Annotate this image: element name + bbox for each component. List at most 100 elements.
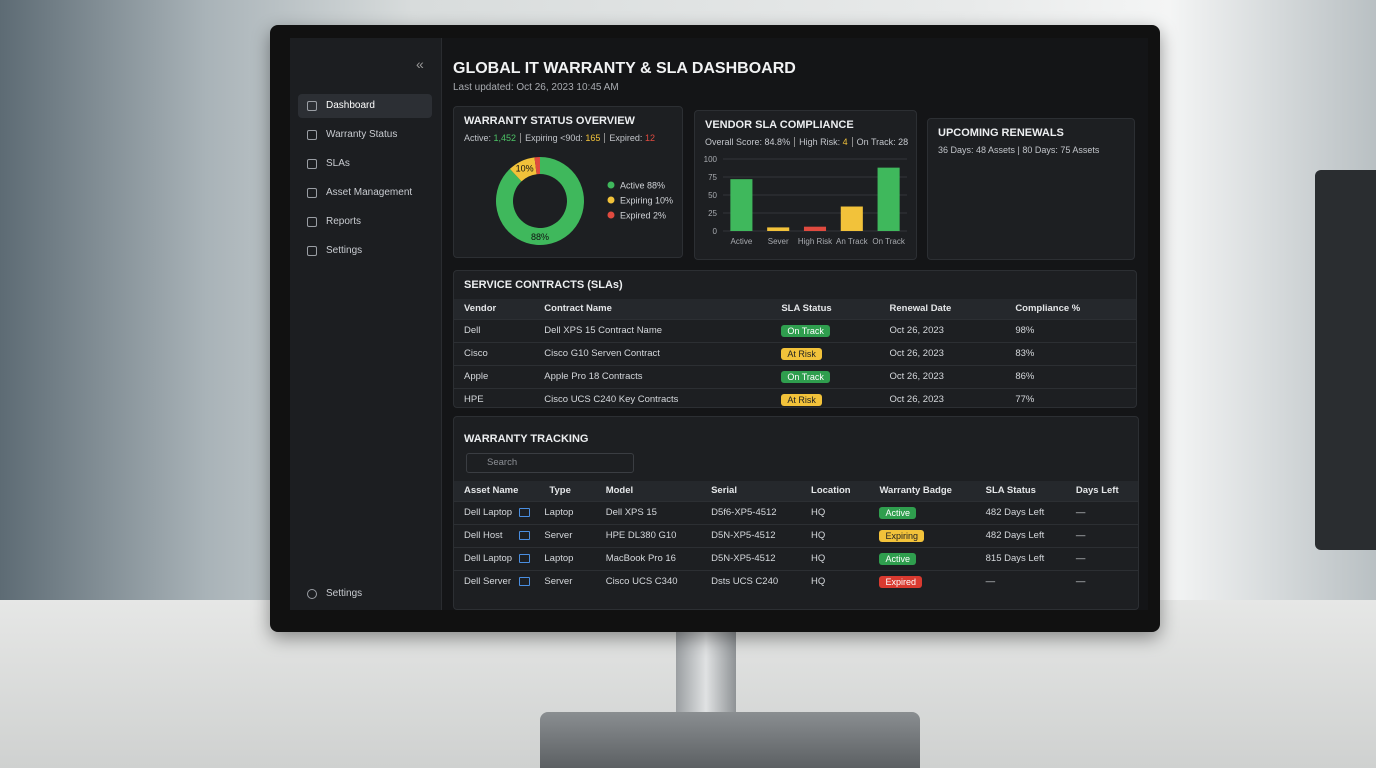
nav-item[interactable]: Reports <box>298 210 432 234</box>
table-cell: Apple <box>454 364 535 388</box>
cell-text: — <box>1075 553 1086 564</box>
nav-item[interactable]: Warranty Status <box>298 123 432 147</box>
cell-text: Dell Laptop <box>464 553 513 564</box>
legend-entry: Active 88% <box>620 181 665 191</box>
cell-text: — <box>1075 507 1086 518</box>
table-cell: Dell Laptop <box>454 500 540 524</box>
column-header[interactable]: Asset Name <box>454 481 540 501</box>
table-row: Cisco Cisco G10 Serven Contract At Risk Oct… <box>454 341 1136 365</box>
column-header[interactable]: SLA Status <box>975 481 1066 501</box>
search-box[interactable]: Search <box>466 453 634 473</box>
table-cell: HQ <box>801 523 870 547</box>
column-header[interactable]: Days Left <box>1065 481 1138 501</box>
column-header[interactable]: Serial <box>701 481 802 501</box>
table-cell: Laptop <box>519 546 596 570</box>
cell-text: Apple <box>464 371 489 382</box>
cell-text: 98% <box>1015 325 1035 336</box>
table-row: Dell Dell XPS 15 Contract Name On Track Oct… <box>454 318 1136 342</box>
stat-value: 28 <box>898 137 909 147</box>
table-cell: D5N-XP5-4512 <box>701 523 802 547</box>
legend-dot <box>607 196 615 204</box>
donut-label: 10% <box>516 163 534 173</box>
collapse-icon[interactable]: « <box>416 56 424 72</box>
cell-text: Laptop <box>544 553 574 564</box>
bar <box>730 179 753 231</box>
warranty-card: WARRANTY STATUS OVERVIEW Active: 1,452 Ex… <box>453 106 683 258</box>
column-header[interactable]: Vendor <box>454 299 535 319</box>
cell-text: Server <box>544 576 573 588</box>
donut-label: 88% <box>531 232 549 242</box>
cell-text: D5N-XP5-4512 <box>711 553 776 564</box>
donut-slice <box>534 157 540 175</box>
table-cell: HQ <box>801 546 870 570</box>
table-cell: 77% <box>1005 387 1136 411</box>
table-cell: — <box>1065 500 1138 524</box>
cell-text: 86% <box>1015 371 1035 382</box>
column-header[interactable]: Location <box>801 481 870 501</box>
status-badge: Expiring <box>879 529 924 542</box>
column-header[interactable]: SLA Status <box>771 299 880 319</box>
card-title: WARRANTY STATUS OVERVIEW <box>464 115 635 127</box>
cell-text: — <box>1075 576 1086 588</box>
column-header[interactable]: Type <box>539 481 596 501</box>
stat-value: 12 <box>644 133 655 143</box>
table-cell: Cisco UCS C240 Key Contracts <box>534 387 772 411</box>
cell-text: 83% <box>1015 348 1035 359</box>
y-tick-label: 100 <box>704 155 718 164</box>
table-cell: At Risk <box>771 387 880 411</box>
nav-item[interactable]: SLAs <box>298 152 432 176</box>
table-cell: Dell <box>454 318 535 342</box>
table-row: Dell Laptop Laptop Dell XPS 15 D5f6-XP5-451… <box>454 500 1138 524</box>
cell-text: Oct 26, 2023 <box>889 394 944 406</box>
type-icon <box>519 530 531 540</box>
table-cell: 83% <box>1005 341 1136 365</box>
stats: Active: 1,452 Expiring <90d: 165 Expired: … <box>464 133 659 143</box>
header-row: Vendor Contract Name SLA Status Renewal Dat… <box>454 299 1136 319</box>
cell-text: HQ <box>811 553 826 564</box>
status-badge: Active <box>879 506 916 519</box>
legend-value: 88% <box>647 181 665 191</box>
cell-text: Cisco <box>464 348 488 359</box>
cell-text: 482 Days Left <box>985 507 1045 518</box>
table-cell: Oct 26, 2023 <box>879 387 1006 411</box>
table-cell: Laptop <box>519 500 596 524</box>
column-header[interactable]: Contract Name <box>534 299 772 319</box>
sidebar-footer[interactable]: Settings <box>298 582 432 606</box>
cell-text: Cisco G10 Serven Contract <box>544 348 660 359</box>
x-tick-label: An Track <box>836 237 869 246</box>
stat-label: Expired: <box>609 133 643 143</box>
column-header[interactable]: Model <box>595 481 702 501</box>
side-monitor <box>1315 170 1376 550</box>
column-header[interactable]: Compliance % <box>1005 299 1136 319</box>
table-cell: MacBook Pro 16 <box>595 546 702 570</box>
status-badge: Active <box>879 552 916 565</box>
donut-slice <box>509 157 537 182</box>
legend-dot <box>607 181 615 189</box>
table-cell: — <box>975 569 1066 593</box>
legend-name: Expiring <box>620 196 653 206</box>
nav-label: Dashboard <box>326 100 375 111</box>
table-cell: Server <box>519 523 596 547</box>
y-tick-label: 0 <box>713 227 718 236</box>
cell-text: Dell Server <box>464 576 511 588</box>
stat-value: 84.8% <box>764 137 791 147</box>
nav-icon <box>307 101 317 111</box>
stat-label: On Track: <box>856 137 896 147</box>
cell-text: 815 Days Left <box>985 553 1045 564</box>
legend-value: 10% <box>655 196 673 206</box>
cell-text: Laptop <box>544 507 574 518</box>
nav-label: Warranty Status <box>326 129 398 140</box>
cell-text: Oct 26, 2023 <box>889 325 944 336</box>
nav-icon <box>307 159 317 169</box>
x-tick-label: High Risk <box>798 237 833 246</box>
title: GLOBAL IT WARRANTY & SLA DASHBOARD <box>453 60 796 77</box>
column-header[interactable]: Warranty Badge <box>869 481 976 501</box>
nav-item[interactable]: Asset Management <box>298 181 432 205</box>
nav-item[interactable]: Dashboard <box>298 94 432 118</box>
x-tick-label: On Track <box>872 237 905 246</box>
status-badge: At Risk <box>781 393 822 406</box>
table-cell: Cisco UCS C340 <box>595 569 702 593</box>
column-header[interactable]: Renewal Date <box>879 299 1006 319</box>
cell-text: HQ <box>811 576 826 588</box>
nav-item[interactable]: Settings <box>298 239 432 263</box>
